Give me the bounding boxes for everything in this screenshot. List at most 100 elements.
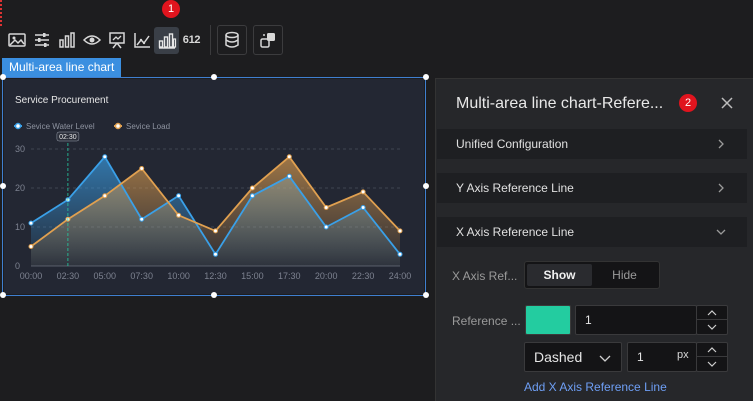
data-point [28, 220, 34, 226]
x-tick-label: 05:00 [94, 271, 117, 281]
step-badge-1: 1 [162, 0, 180, 18]
chevron-right-icon [718, 183, 724, 193]
chart-title: Service Procurement [15, 95, 109, 106]
legend-marker [114, 122, 122, 130]
chevron-down-icon [599, 355, 611, 362]
data-point [249, 193, 255, 199]
resize-handle-bottom-left[interactable] [0, 292, 6, 298]
legend-label: Sevice Water Level [26, 122, 95, 131]
section-label: Y Axis Reference Line [456, 181, 574, 195]
data-point [213, 251, 218, 257]
x-tick-label: 10:00 [167, 271, 190, 281]
y-tick-label: 10 [15, 222, 25, 232]
data-point [323, 224, 329, 230]
line-width-stepper[interactable] [696, 342, 728, 372]
x-tick-label: 22:30 [352, 271, 375, 281]
show-option[interactable]: Show [527, 264, 592, 286]
hide-option[interactable]: Hide [612, 268, 637, 282]
x-tick-label: 00:00 [20, 271, 43, 281]
reference-color-swatch[interactable] [525, 305, 571, 335]
x-tick-label: 17:30 [278, 271, 301, 281]
show-hide-toggle: Show Hide [524, 261, 660, 289]
x-tick-label: 12:30 [204, 271, 227, 281]
section-label: X Axis Reference Line [456, 225, 575, 239]
legend-marker [14, 122, 22, 130]
line-style-select[interactable]: Dashed [524, 342, 622, 372]
eye-target-icon[interactable] [79, 27, 104, 54]
close-icon[interactable] [720, 96, 734, 110]
data-point [213, 228, 218, 234]
number-icon-label: 612 [182, 34, 201, 46]
reference-line-panel: Multi-area line chart-Refere... 2 Unifie… [435, 78, 753, 401]
number-icon[interactable]: 612 [179, 27, 204, 54]
multi-area-line-chart: Service Procurement Sevice Water Level Sev… [14, 95, 412, 281]
data-point [102, 154, 108, 160]
data-point [360, 189, 366, 195]
line-width-unit: px [677, 349, 689, 361]
y-tick-label: 20 [15, 183, 25, 193]
toolbar-divider [210, 25, 211, 55]
reference-line-label: 02:30 [59, 134, 77, 141]
resize-handle-bottom-right[interactable] [423, 292, 429, 298]
line-width-input[interactable]: 1 [627, 342, 697, 372]
bar-chart-icon[interactable] [54, 27, 79, 54]
resize-handle-bottom[interactable] [211, 292, 217, 298]
data-point [176, 193, 182, 199]
resize-handle-right[interactable] [423, 183, 429, 189]
line-style-value: Dashed [534, 349, 583, 365]
reference-value-stepper[interactable] [696, 305, 728, 335]
resize-handle-top-right[interactable] [423, 74, 429, 80]
data-point [28, 244, 34, 249]
database-icon[interactable] [217, 25, 247, 55]
resize-handle-top-left[interactable] [0, 74, 6, 80]
step-badge-2: 2 [679, 94, 697, 112]
chevron-right-icon [718, 139, 724, 149]
reference-value-input[interactable]: 1 [575, 305, 697, 335]
chart-area[interactable]: Service Procurement Sevice Water Level Sev… [4, 79, 424, 294]
y-tick-label: 0 [15, 261, 20, 271]
section-x-axis-reference-line[interactable]: X Axis Reference Line [437, 217, 747, 247]
reference-line-tag [56, 131, 80, 142]
resize-handle-left[interactable] [0, 183, 6, 189]
presentation-icon[interactable] [104, 27, 129, 54]
image-icon[interactable] [4, 27, 29, 54]
link-data-icon[interactable] [253, 25, 283, 55]
x-tick-label: 02:30 [57, 271, 80, 281]
data-point [286, 154, 292, 160]
data-point [176, 212, 182, 218]
legend-label: Sevice Load [126, 122, 170, 131]
data-point [249, 185, 255, 191]
resize-handle-top[interactable] [211, 74, 217, 80]
y-tick-label: 30 [15, 144, 25, 154]
chevron-up-icon[interactable] [697, 343, 727, 357]
x-tick-label: 07:30 [130, 271, 153, 281]
x-tick-label: 24:00 [389, 271, 412, 281]
x-tick-label: 15:00 [241, 271, 264, 281]
chevron-down-icon[interactable] [697, 320, 727, 334]
data-point [323, 205, 329, 210]
data-point [360, 205, 366, 210]
data-point [102, 193, 108, 199]
section-unified-configuration[interactable]: Unified Configuration [437, 129, 747, 159]
selection-edge-marker [0, 0, 2, 26]
data-point [139, 166, 145, 171]
panel-title: Multi-area line chart-Refere... [456, 95, 664, 112]
x-tick-label: 20:00 [315, 271, 338, 281]
data-point [397, 228, 403, 234]
reference-label: Reference ... [452, 314, 521, 328]
line-width-value: 1 [637, 350, 644, 364]
area-fill-2 [31, 156, 400, 266]
chevron-down-icon [716, 229, 726, 235]
widget-label[interactable]: Multi-area line chart [2, 58, 122, 77]
line-scatter-icon[interactable] [129, 27, 154, 54]
data-point [139, 216, 145, 222]
bar-column-icon[interactable] [154, 26, 179, 54]
add-x-axis-reference-line-link[interactable]: Add X Axis Reference Line [524, 380, 667, 394]
section-label: Unified Configuration [456, 137, 569, 151]
chevron-up-icon[interactable] [697, 306, 727, 320]
sliders-icon[interactable] [29, 27, 54, 54]
section-y-axis-reference-line[interactable]: Y Axis Reference Line [437, 173, 747, 203]
chevron-down-icon[interactable] [697, 357, 727, 371]
x-axis-ref-toggle-label: X Axis Ref... [452, 269, 518, 283]
data-point [397, 251, 403, 257]
